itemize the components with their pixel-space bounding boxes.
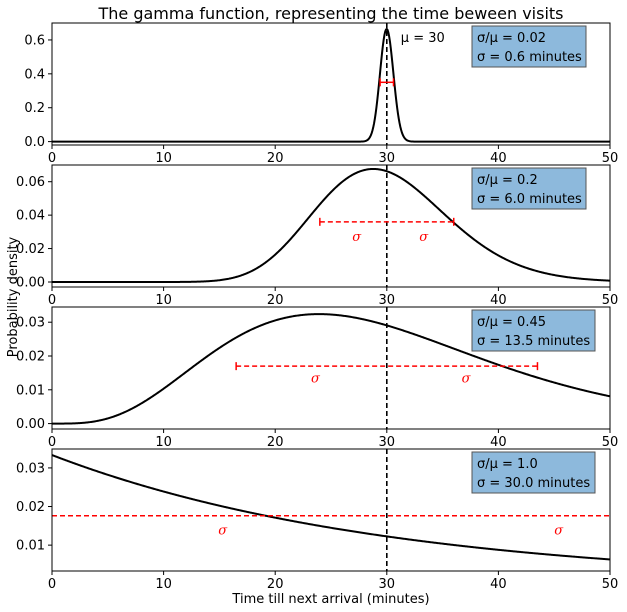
panel-4: σ σ σ/μ = 1.0 σ = 30.0 minutes 0 10 20 30 40 50 0.… <box>16 448 619 592</box>
panels: μ = 30 σ/μ = 0.02 σ = 0.6 minutes 0 10 20 30 40… <box>16 22 619 592</box>
y-tick-label: 0.00 <box>16 275 45 290</box>
density-curve <box>52 313 611 425</box>
x-tick-label: 30 <box>379 293 396 308</box>
info-box <box>471 25 587 68</box>
x-tick-label: 20 <box>267 435 284 450</box>
x-tick-label: 30 <box>379 577 396 592</box>
y-axis-label: Probability density <box>6 236 21 357</box>
sigma-label-1: σ <box>352 230 362 245</box>
x-tick-label: 50 <box>602 293 619 308</box>
x-tick-label: 10 <box>155 435 172 450</box>
y-tick-label: 0.6 <box>24 33 45 48</box>
x-tick-label: 0 <box>48 577 56 592</box>
info-box <box>471 451 596 494</box>
x-tick-label: 50 <box>602 435 619 450</box>
density-curve <box>52 167 611 283</box>
y-tick-label: 0.2 <box>24 101 45 116</box>
x-tick-label: 40 <box>490 293 507 308</box>
info-line-1: σ/μ = 0.2 <box>477 173 538 188</box>
x-tick-label: 40 <box>490 577 507 592</box>
density-curve <box>52 27 610 143</box>
x-tick-label: 10 <box>155 151 172 166</box>
info-line-2: σ = 0.6 minutes <box>477 50 582 65</box>
x-tick-label: 50 <box>602 577 619 592</box>
panel-2: σ σ σ/μ = 0.2 σ = 6.0 minutes 0 10 20 30 40 50 0.0… <box>16 164 619 308</box>
x-tick-label: 40 <box>490 151 507 166</box>
sigma-label-2: σ <box>462 372 472 387</box>
info-line-1: σ/μ = 0.45 <box>477 315 546 330</box>
y-tick-label: 0.0 <box>24 135 45 150</box>
y-tick-label: 0.02 <box>16 242 45 257</box>
info-line-1: σ/μ = 0.02 <box>477 31 546 46</box>
y-tick-label: 0.02 <box>16 500 45 515</box>
x-tick-label: 30 <box>379 151 396 166</box>
info-line-2: σ = 30.0 minutes <box>477 476 590 491</box>
density-curve <box>51 454 611 561</box>
sigma-label-2: σ <box>554 523 564 538</box>
y-tick-label: 0.02 <box>16 350 45 365</box>
x-tick-label: 20 <box>267 151 284 166</box>
y-tick-label: 0.01 <box>16 383 45 398</box>
sigma-label-1: σ <box>218 523 228 538</box>
axes-frame <box>51 306 611 430</box>
x-tick-label: 10 <box>155 293 172 308</box>
y-tick-label: 0.01 <box>16 539 45 554</box>
info-box <box>471 309 596 352</box>
y-tick-label: 0.06 <box>16 175 45 190</box>
figure-title: The gamma function, representing the tim… <box>98 4 564 23</box>
axes-frame <box>51 448 611 572</box>
x-tick-label: 20 <box>267 577 284 592</box>
x-tick-label: 30 <box>379 435 396 450</box>
info-box <box>471 167 587 210</box>
x-tick-label: 0 <box>48 151 56 166</box>
y-tick-label: 0.00 <box>16 417 45 432</box>
panel-1: μ = 30 σ/μ = 0.02 σ = 0.6 minutes 0 10 20 30 40… <box>24 22 619 166</box>
x-tick-label: 0 <box>48 293 56 308</box>
x-tick-label: 10 <box>155 577 172 592</box>
axes-frame <box>51 164 611 288</box>
y-tick-label: 0.04 <box>16 209 45 224</box>
x-tick-label: 0 <box>48 435 56 450</box>
x-axis-label: Time till next arrival (minutes) <box>231 592 429 607</box>
x-tick-label: 40 <box>490 435 507 450</box>
mean-annotation: μ = 30 <box>401 31 445 46</box>
y-tick-label: 0.03 <box>16 461 45 476</box>
y-tick-label: 0.03 <box>16 316 45 331</box>
x-tick-label: 20 <box>267 293 284 308</box>
x-tick-label: 50 <box>602 151 619 166</box>
info-line-1: σ/μ = 1.0 <box>477 457 538 472</box>
info-line-2: σ = 6.0 minutes <box>477 192 582 207</box>
info-line-2: σ = 13.5 minutes <box>477 334 590 349</box>
panel-3: σ σ σ/μ = 0.45 σ = 13.5 minutes 0 10 20 30 40 50 0… <box>16 306 619 450</box>
y-tick-label: 0.4 <box>24 67 45 82</box>
sigma-label-1: σ <box>311 372 321 387</box>
sigma-label-2: σ <box>419 230 429 245</box>
axes-frame <box>51 22 611 146</box>
